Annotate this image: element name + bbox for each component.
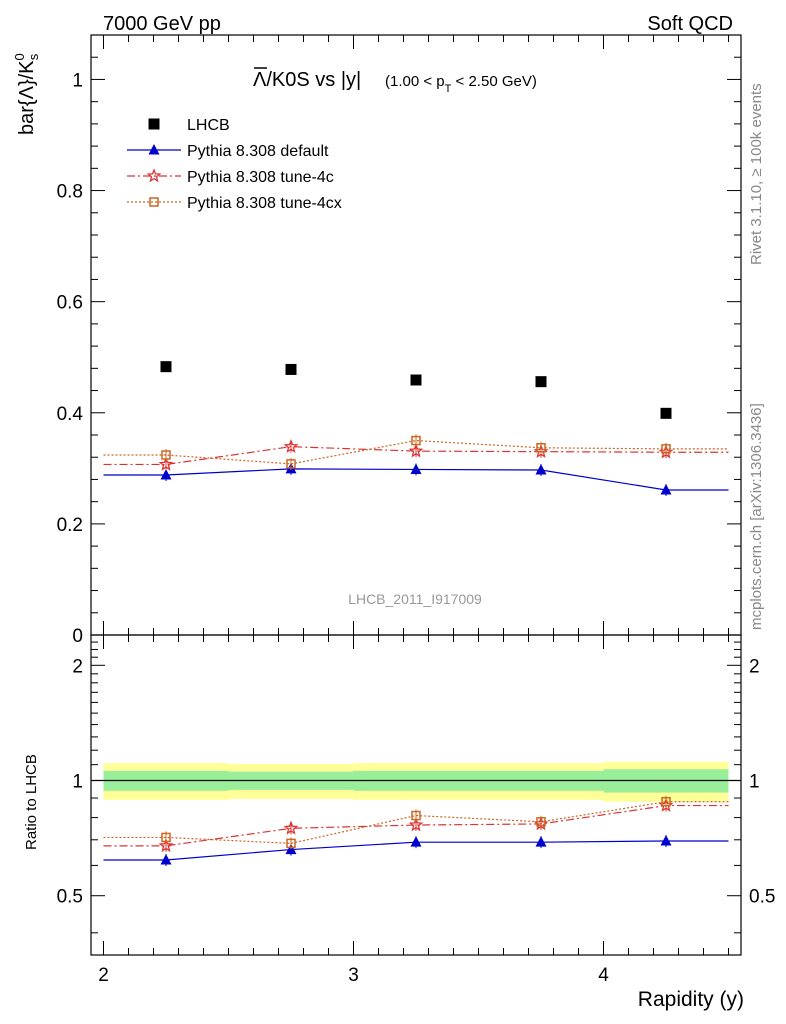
main-point-2-2 [408,443,424,458]
main-series [103,361,729,496]
x-ticks: 2 3 4 [98,35,729,986]
ratio-point-2-3 [536,817,546,827]
xlabel: Rapidity (y) [638,988,744,1011]
ratio-point-1-2 [408,817,424,832]
main-ytick-label-2: 0.4 [57,404,84,425]
ratio-point-0-2 [410,836,422,847]
title-bar-symbol: Λ [253,69,267,91]
xtick-label-0: 2 [98,965,109,986]
rivet-label: Rivet 3.1.10, ≥ 100k events [748,83,765,265]
main-ylabel-text: bar{Λ}/K [16,60,38,135]
legend-marker-2 [146,168,162,183]
ratio-point-0-3 [535,836,547,847]
main-ytick-label-1: 0.2 [57,515,83,536]
ratio-ytick-label-left-1: 1 [72,772,83,793]
main-ytick-label-5: 1 [72,70,83,91]
legend-marker-3 [149,197,159,207]
main-ylabel: bar{Λ}/K0s [12,53,41,135]
ratio-ytick-label-right-0: 0.5 [749,887,775,908]
mcplots-label: mcplots.cern.ch [arXiv:1306.3436] [748,403,765,630]
main-point-1-4 [660,484,672,495]
ratio-ytick-label-left-0: 0.5 [57,887,83,908]
main-point-0-4 [660,407,672,419]
main-point-2-0 [158,456,174,471]
ratio-panel-frame [90,634,742,956]
title-rest: /K0S vs |y| [266,69,361,91]
main-ytick-label-3: 0.6 [57,293,83,314]
svg-text:Λ/K0S vs |y|: Λ/K0S vs |y| [253,69,361,91]
main-point-0-2 [410,374,422,386]
main-ylabel-sub: s [26,53,41,60]
ratio-ytick-label-right-1: 1 [749,772,760,793]
header-right: Soft QCD [647,13,733,35]
main-point-0-3 [535,376,547,388]
main-point-0-0 [160,361,172,373]
main-point-1-3 [535,464,547,475]
ratio-series-2 [103,795,729,850]
ratio-series-0 [103,834,729,866]
ratio-point-2-2 [411,810,421,821]
main-series-1 [103,462,729,496]
ratio-point-1-0 [158,837,174,853]
legend-marker-0 [148,118,160,130]
ratio-ytick-label-right-2: 2 [749,656,760,677]
main-ytick-label-0: 0 [72,626,83,647]
header-left: 7000 GeV pp [103,13,221,35]
main-series-0 [160,361,672,419]
ratio-series [103,795,729,866]
main-point-3-0 [161,450,171,460]
ratio-point-2-4 [661,797,671,807]
legend-label-3: Pythia 8.308 tune-4cx [187,195,342,212]
xtick-label-2: 4 [598,965,609,986]
watermark: LHCB_2011_I917009 [348,591,482,607]
ratio-point-0-4 [660,834,672,846]
legend: LHCB Pythia 8.308 default Pythia 8.308 tun… [127,117,342,212]
svg-text:bar{Λ}/K0s: bar{Λ}/K0s [12,53,41,135]
xtick-label-1: 3 [348,965,359,986]
main-point-2-1 [283,438,299,453]
title-cut-prefix: (1.00 < p [385,73,445,90]
main-point-3-1 [286,459,296,469]
main-point-1-0 [160,469,172,480]
main-series-3 [103,434,729,470]
ratio-point-0-0 [160,853,172,865]
main-ytick-label-4: 0.8 [57,182,83,203]
legend-label-1: Pythia 8.308 default [187,143,329,160]
ratio-y-ticks: 0.5 0.5 1 1 2 2 [57,641,775,934]
ratio-ytick-label-left-2: 2 [72,656,83,677]
legend-label-2: Pythia 8.308 tune-4c [187,169,334,186]
main-point-3-2 [411,435,421,446]
legend-marker-1 [148,144,160,155]
main-point-3-3 [536,443,546,453]
main-point-0-1 [285,363,297,375]
ratio-bands [103,761,729,802]
title-cut-suffix: < 2.50 GeV) [451,73,536,90]
main-point-1-2 [410,463,422,474]
svg-text:(1.00 < pT < 2.50 GeV): (1.00 < pT < 2.50 GeV) [385,73,537,95]
ratio-point-2-1 [286,838,296,849]
main-ylabel-sup: 0 [12,53,27,60]
ratio-point-2-0 [161,832,171,843]
plot-title: Λ/K0S vs |y| (1.00 < pT < 2.50 GeV) [253,67,537,95]
main-y-ticks: 0 0.2 0.4 0.6 0.8 1 [57,34,741,647]
legend-label-0: LHCB [187,117,230,134]
title-cut-sub: T [445,83,452,95]
ratio-point-1-1 [283,820,299,835]
ratio-ylabel: Ratio to LHCB [23,754,40,850]
main-point-3-4 [661,444,671,454]
